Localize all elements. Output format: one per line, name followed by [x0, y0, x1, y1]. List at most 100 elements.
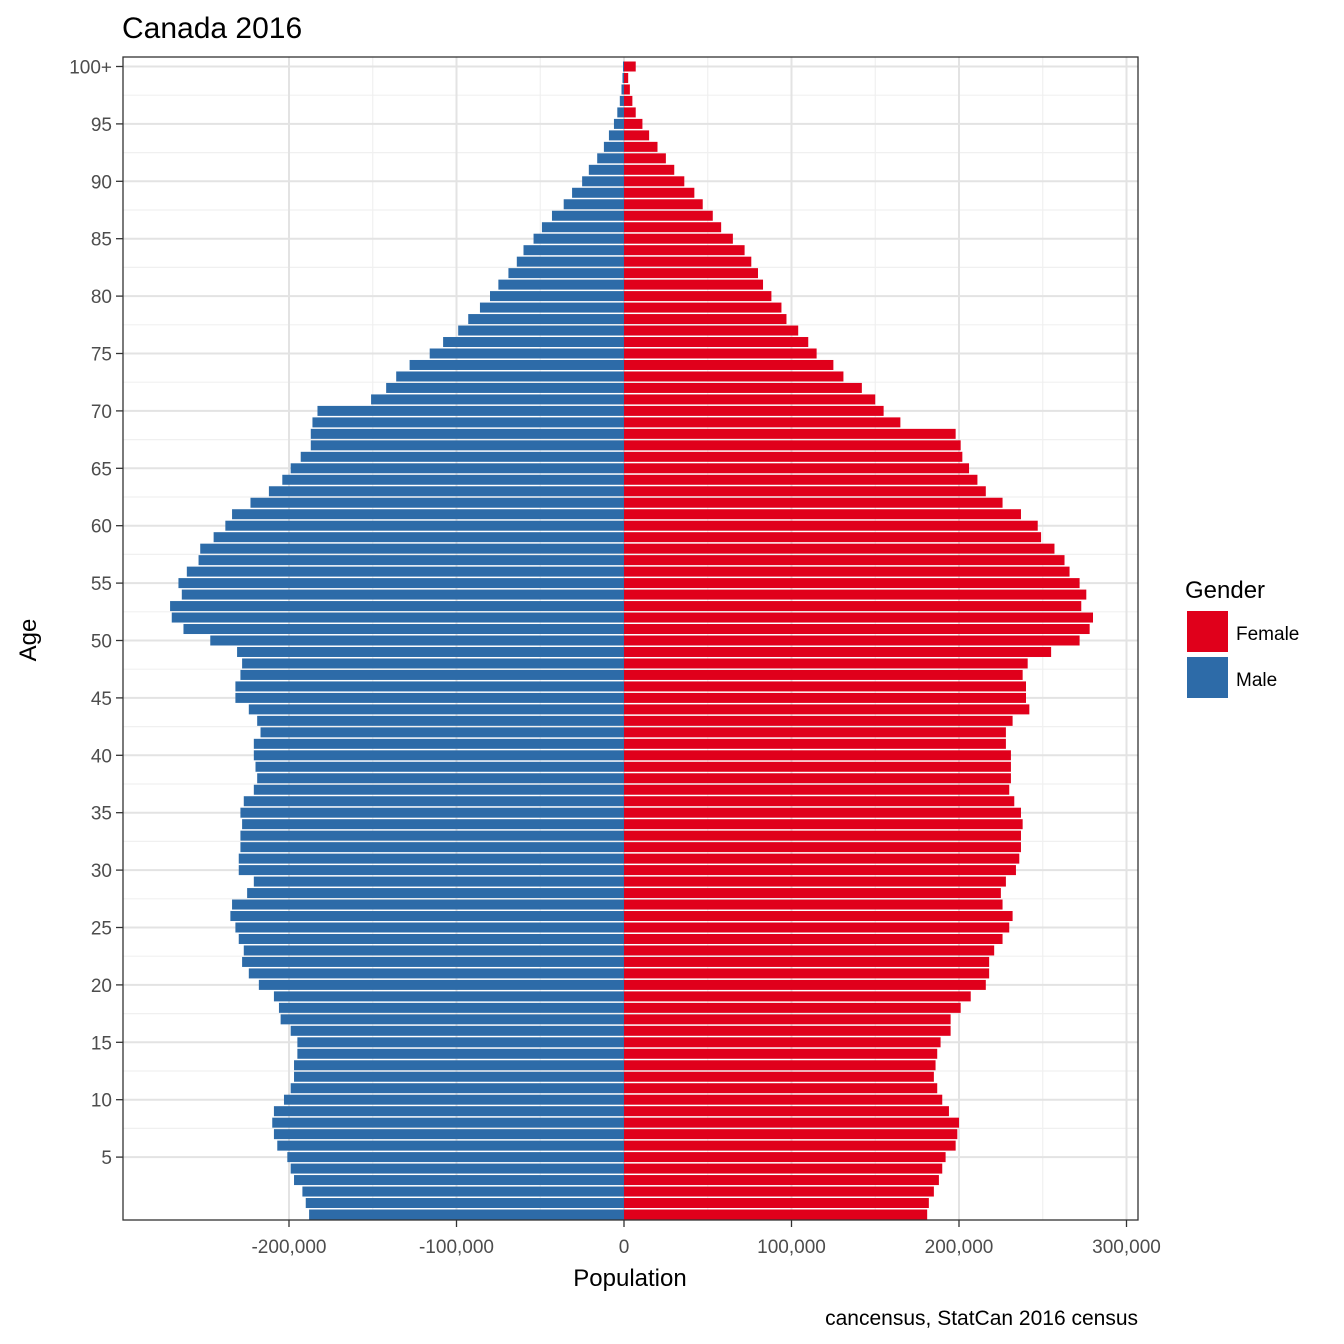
bar-male-age-90 — [582, 176, 624, 187]
bar-female-age-6 — [624, 1140, 956, 1151]
bar-female-age-56 — [624, 566, 1070, 577]
bar-female-age-21 — [624, 968, 990, 979]
bar-male-age-35 — [240, 807, 625, 818]
bar-male-age-58 — [200, 543, 624, 554]
chart-title: Canada 2016 — [122, 12, 302, 45]
bar-female-age-17 — [624, 1014, 951, 1025]
bar-female-age-88 — [624, 199, 703, 210]
bar-female-age-84 — [624, 245, 745, 256]
bar-female-age-49 — [624, 646, 1052, 657]
bar-female-age-9 — [624, 1106, 949, 1117]
bar-male-age-31 — [238, 853, 624, 864]
bar-male-age-66 — [300, 451, 624, 462]
bar-male-age-96 — [617, 107, 624, 118]
bar-female-age-11 — [624, 1083, 938, 1094]
bar-male-age-99 — [622, 72, 624, 83]
bar-male-age-89 — [572, 187, 624, 198]
bar-male-age-67 — [310, 440, 624, 451]
bar-male-age-0 — [309, 1209, 624, 1220]
bar-male-age-15 — [297, 1037, 624, 1048]
y-tick-label: 70 — [91, 402, 112, 423]
bar-female-age-47 — [624, 669, 1023, 680]
bar-male-age-74 — [409, 359, 624, 370]
bar-male-age-63 — [268, 486, 624, 497]
bar-male-age-27 — [232, 899, 625, 910]
bar-female-age-54 — [624, 589, 1087, 600]
bar-female-age-1 — [624, 1198, 929, 1209]
bar-female-age-10 — [624, 1094, 943, 1105]
bar-male-age-62 — [250, 497, 624, 508]
bar-female-age-60 — [624, 520, 1038, 531]
bar-male-age-60 — [225, 520, 624, 531]
x-tick-label: 0 — [619, 1237, 630, 1258]
y-tick-label: 85 — [91, 230, 112, 251]
bar-male-age-47 — [240, 669, 625, 680]
bar-male-age-16 — [290, 1025, 624, 1036]
bar-male-age-6 — [277, 1140, 624, 1151]
bar-male-age-79 — [479, 302, 624, 313]
bar-male-age-23 — [243, 945, 624, 956]
bar-male-age-10 — [283, 1094, 624, 1105]
bar-female-age-100 — [624, 61, 636, 72]
bar-female-age-12 — [624, 1071, 934, 1082]
bar-female-age-0 — [624, 1209, 928, 1220]
y-tick-label: 65 — [91, 459, 112, 480]
bar-male-age-93 — [603, 141, 624, 152]
bar-male-age-29 — [253, 876, 624, 887]
bar-female-age-28 — [624, 888, 1001, 899]
bar-female-age-85 — [624, 233, 733, 244]
bar-female-age-92 — [624, 153, 666, 164]
bar-female-age-31 — [624, 853, 1020, 864]
bar-male-age-51 — [183, 624, 624, 635]
bar-male-age-72 — [386, 382, 624, 393]
bar-female-age-39 — [624, 761, 1011, 772]
bar-female-age-64 — [624, 474, 978, 485]
bar-male-age-84 — [523, 245, 624, 256]
bar-female-age-62 — [624, 497, 1003, 508]
legend-title: Gender — [1185, 577, 1265, 604]
bar-female-age-80 — [624, 291, 772, 302]
x-tick-label: -200,000 — [251, 1237, 326, 1258]
x-tick-label: 200,000 — [925, 1237, 994, 1258]
bar-male-age-37 — [253, 784, 624, 795]
bar-female-age-72 — [624, 382, 862, 393]
bar-female-age-95 — [624, 118, 643, 129]
bar-female-age-16 — [624, 1025, 951, 1036]
legend-label-male: Male — [1236, 670, 1277, 691]
bar-female-age-24 — [624, 933, 1003, 944]
y-tick-label: 30 — [91, 861, 112, 882]
bar-male-age-21 — [248, 968, 625, 979]
legend-key-female — [1187, 611, 1228, 652]
y-tick-label: 90 — [91, 172, 112, 193]
bar-female-age-78 — [624, 314, 787, 325]
bar-female-age-66 — [624, 451, 963, 462]
bar-female-age-59 — [624, 532, 1042, 543]
y-tick-label: 80 — [91, 287, 112, 308]
bar-male-age-8 — [272, 1117, 624, 1128]
bar-male-age-12 — [294, 1071, 624, 1082]
bar-female-age-2 — [624, 1186, 934, 1197]
bar-male-age-34 — [242, 819, 624, 830]
y-axis-title: Age — [15, 619, 42, 662]
bar-male-age-13 — [294, 1060, 624, 1071]
bar-female-age-90 — [624, 176, 685, 187]
bar-female-age-43 — [624, 715, 1013, 726]
bar-female-age-89 — [624, 187, 695, 198]
bar-female-age-36 — [624, 796, 1015, 807]
bar-female-age-41 — [624, 738, 1006, 749]
bar-male-age-38 — [257, 773, 624, 784]
bars — [170, 61, 1093, 1220]
bar-male-age-81 — [498, 279, 624, 290]
y-tick-label: 60 — [91, 517, 112, 538]
x-axis: -200,000 -100,000 0 100,000 200,000 300,000 — [251, 1220, 1161, 1258]
bar-female-age-14 — [624, 1048, 938, 1059]
y-axis: 5 10 15 20 25 30 35 40 45 50 55 60 65 70 75 80 85 90 95 100… — [69, 58, 123, 1169]
bar-male-age-3 — [294, 1175, 624, 1186]
bar-male-age-76 — [443, 337, 624, 348]
legend-label-female: Female — [1236, 624, 1299, 645]
bar-male-age-32 — [240, 842, 625, 853]
bar-male-age-26 — [230, 911, 624, 922]
bar-male-age-17 — [280, 1014, 624, 1025]
bar-female-age-53 — [624, 601, 1082, 612]
bar-male-age-39 — [255, 761, 624, 772]
